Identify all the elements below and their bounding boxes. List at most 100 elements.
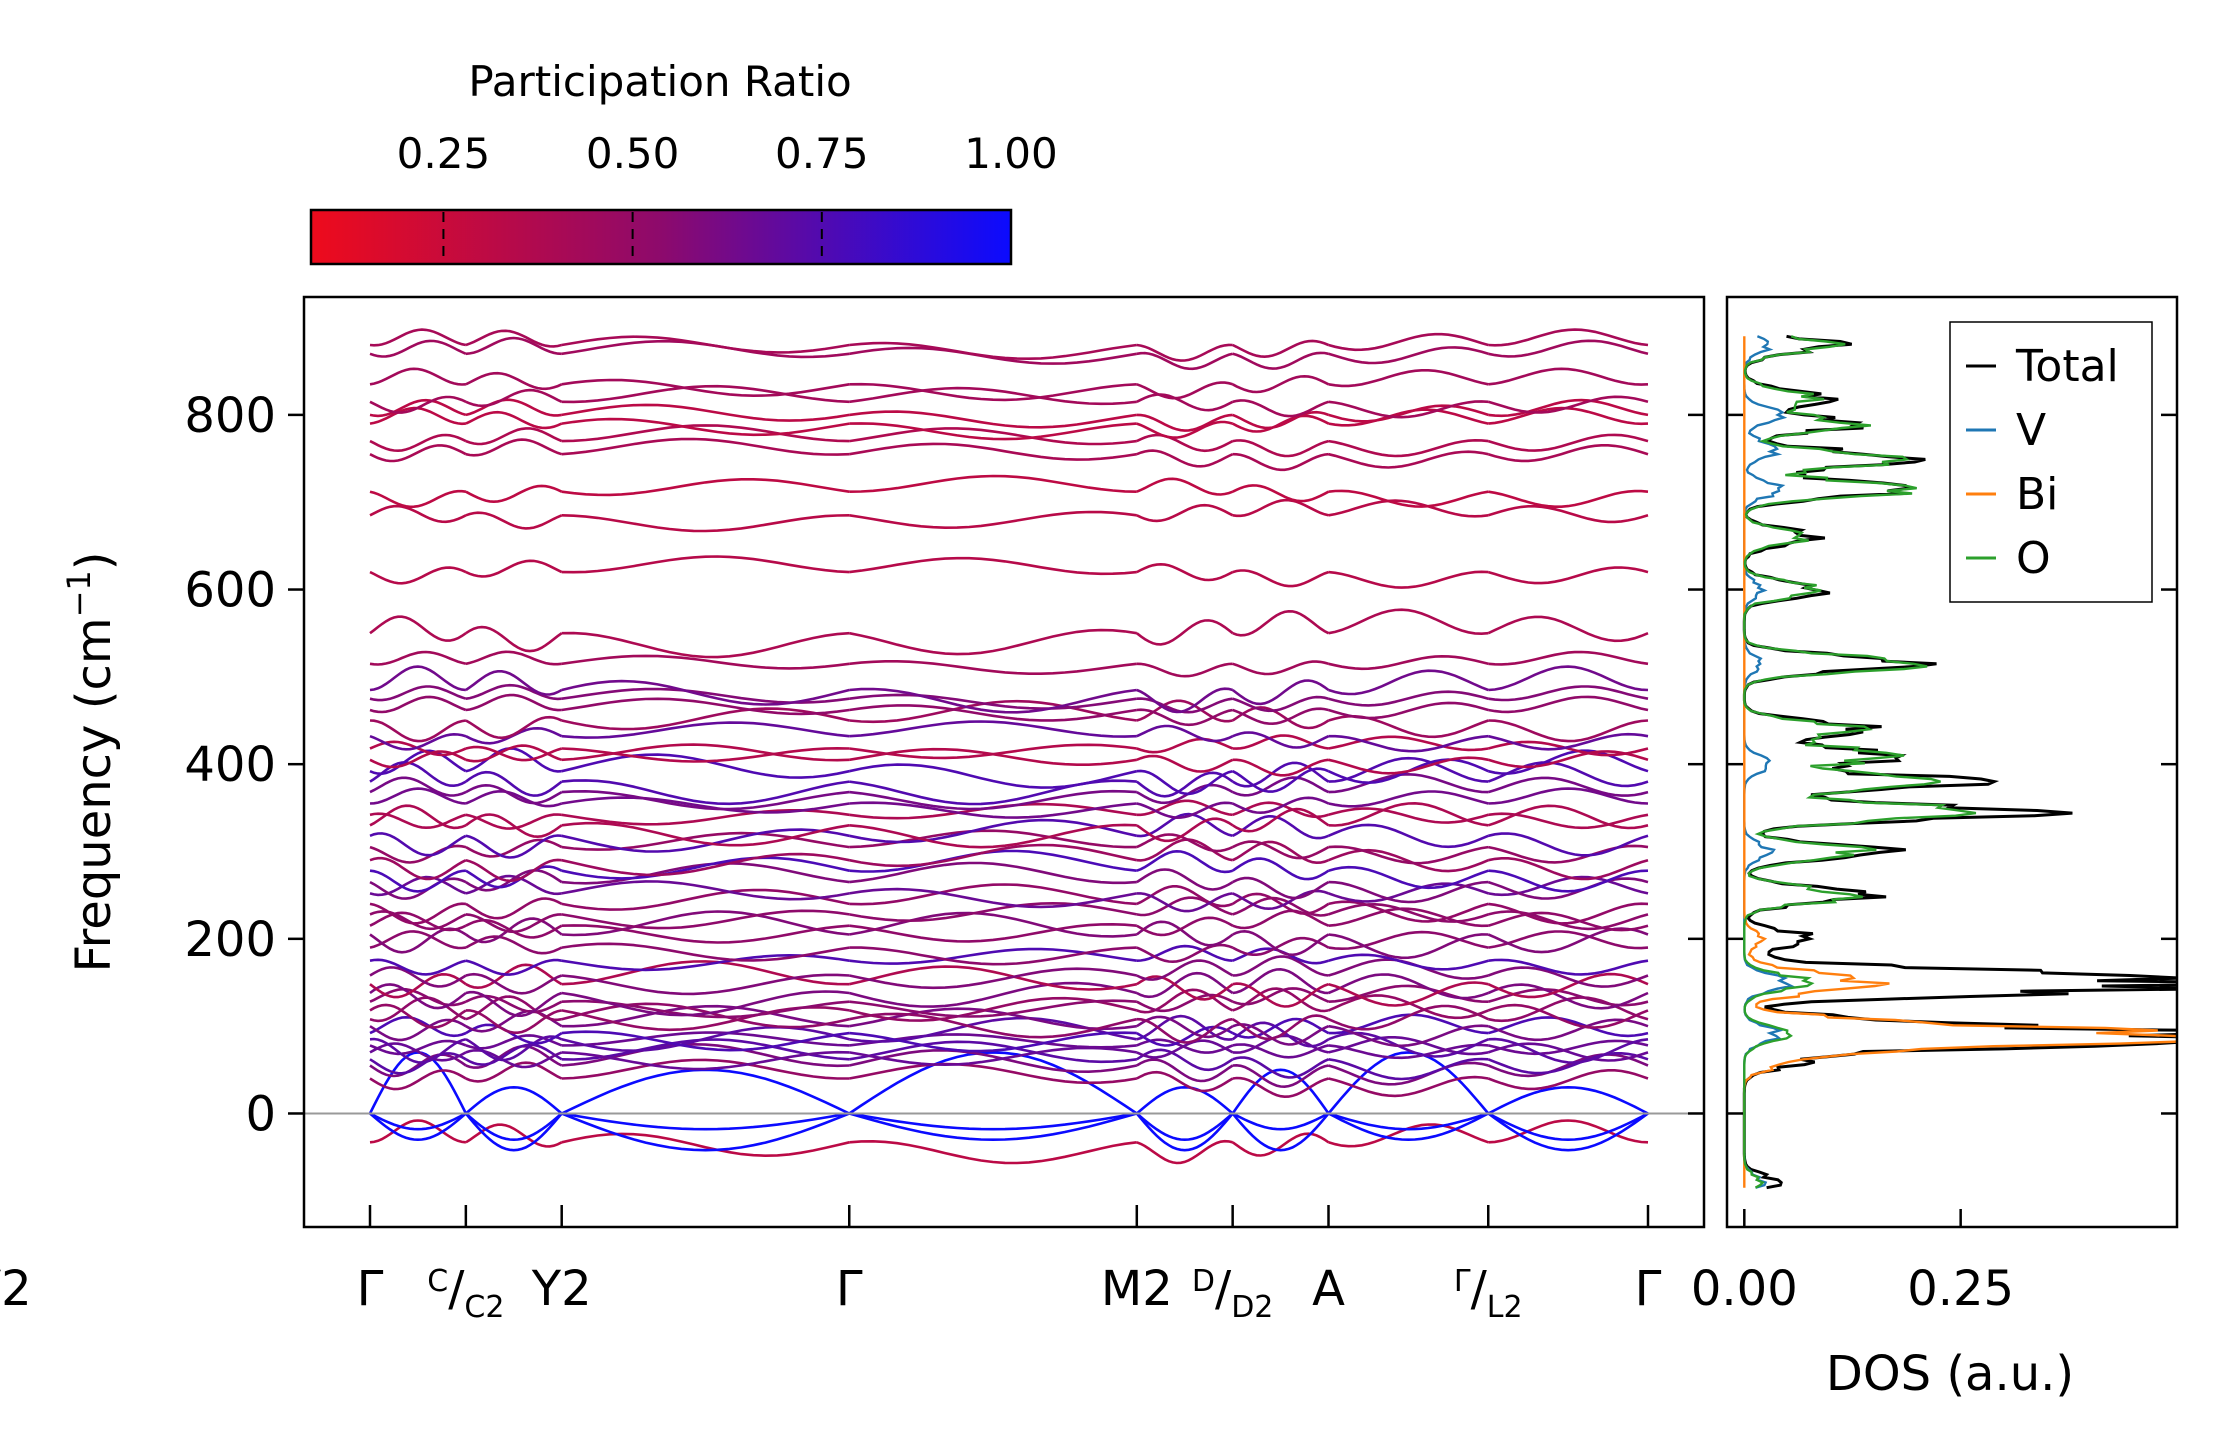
dos-series-bi — [1743, 336, 2177, 1188]
band-line — [465, 650, 562, 666]
band-line — [1487, 927, 1649, 954]
band-line — [1487, 911, 1649, 932]
band-line — [849, 341, 1137, 361]
band-line — [369, 760, 467, 788]
band-line — [849, 699, 1137, 724]
band-line — [465, 868, 563, 892]
y-tick-label: 200 — [184, 912, 276, 968]
band-line — [1232, 414, 1330, 433]
band-line — [1328, 1075, 1489, 1098]
band-line — [561, 1050, 850, 1071]
band-line — [465, 958, 562, 976]
band-line — [369, 1039, 467, 1056]
band-line — [1232, 987, 1329, 1013]
band-line — [849, 628, 1137, 656]
band-line — [1136, 754, 1234, 773]
band-line — [1327, 1112, 1489, 1142]
band-line — [1136, 343, 1233, 362]
band-line — [1488, 958, 1649, 976]
colorbar-tick-label: 0.25 — [397, 129, 491, 178]
band-line — [369, 910, 467, 931]
band-line — [369, 489, 467, 509]
band-line — [465, 744, 563, 763]
band-line — [561, 1002, 850, 1029]
band-line — [369, 398, 467, 418]
legend-label: O — [2016, 533, 2051, 584]
band-line — [561, 831, 850, 851]
colorbar-tick-label: 0.50 — [586, 129, 680, 178]
band-line — [1231, 857, 1330, 881]
band-line — [369, 1069, 467, 1091]
band-line — [1328, 790, 1489, 808]
band-line — [561, 852, 850, 877]
band-line — [1136, 868, 1234, 891]
band-line — [1487, 433, 1649, 452]
band-line — [369, 566, 467, 585]
band-line — [369, 804, 467, 830]
band-line — [1328, 400, 1489, 419]
band-line — [465, 693, 562, 712]
band-line — [465, 683, 562, 701]
band-line — [1232, 876, 1330, 900]
band-line — [1487, 1112, 1649, 1152]
band-line — [1328, 907, 1489, 928]
kpoint-label: Γ — [357, 1261, 384, 1317]
band-line — [1328, 332, 1489, 352]
band-line — [1328, 845, 1489, 865]
band-line — [561, 888, 850, 911]
band-line — [1328, 1112, 1489, 1131]
band-line — [849, 410, 1137, 429]
band-line — [1232, 840, 1330, 860]
band-line — [561, 1030, 850, 1052]
band-line — [561, 679, 850, 706]
legend-label: Bi — [2016, 469, 2058, 520]
kpoint-label: V2 — [0, 1261, 32, 1317]
band-line — [1136, 708, 1233, 727]
band-line — [849, 659, 1137, 676]
band-line — [1487, 966, 1649, 988]
band-line — [465, 838, 563, 858]
band-line — [1136, 477, 1234, 496]
band-line — [1136, 449, 1234, 468]
band-line — [369, 749, 467, 776]
band-line — [1232, 351, 1329, 370]
band-line — [1487, 804, 1649, 830]
band-line — [1488, 650, 1649, 666]
svg-text:C/C2: C/C2 — [427, 1261, 504, 1325]
band-line — [1487, 877, 1649, 900]
band-line — [849, 1007, 1137, 1031]
band-line — [465, 336, 562, 356]
band-line — [369, 958, 467, 976]
band-line — [1488, 489, 1649, 509]
band-line — [369, 812, 467, 830]
band-line — [369, 665, 467, 692]
band-line — [1136, 849, 1234, 874]
band-line — [1328, 346, 1489, 365]
band-line — [1488, 328, 1649, 347]
band-line — [1328, 902, 1489, 923]
band-line — [1488, 749, 1649, 775]
band-line — [561, 1025, 850, 1053]
band-line — [1328, 865, 1489, 890]
band-line — [848, 996, 1138, 1022]
kpoint-label: Y2 — [531, 1261, 592, 1317]
band-line — [561, 880, 850, 901]
band-line — [849, 382, 1137, 402]
band-line — [369, 1042, 467, 1062]
colorbar-title: Participation Ratio — [468, 57, 851, 106]
band-line — [561, 909, 850, 930]
band-line — [1328, 690, 1489, 707]
colorbar-gradient — [309, 208, 1013, 266]
band-line — [1232, 1014, 1330, 1041]
band-line — [1328, 570, 1489, 589]
band-line — [465, 1045, 563, 1069]
colorbar-tick-label: 1.00 — [964, 129, 1058, 178]
band-line — [369, 1112, 467, 1142]
dos-series-v — [1743, 335, 1795, 1189]
band-line — [1135, 1112, 1234, 1142]
band-line — [849, 743, 1137, 760]
band-line — [1232, 609, 1330, 637]
band-line — [369, 433, 467, 453]
band-line — [1232, 840, 1329, 865]
